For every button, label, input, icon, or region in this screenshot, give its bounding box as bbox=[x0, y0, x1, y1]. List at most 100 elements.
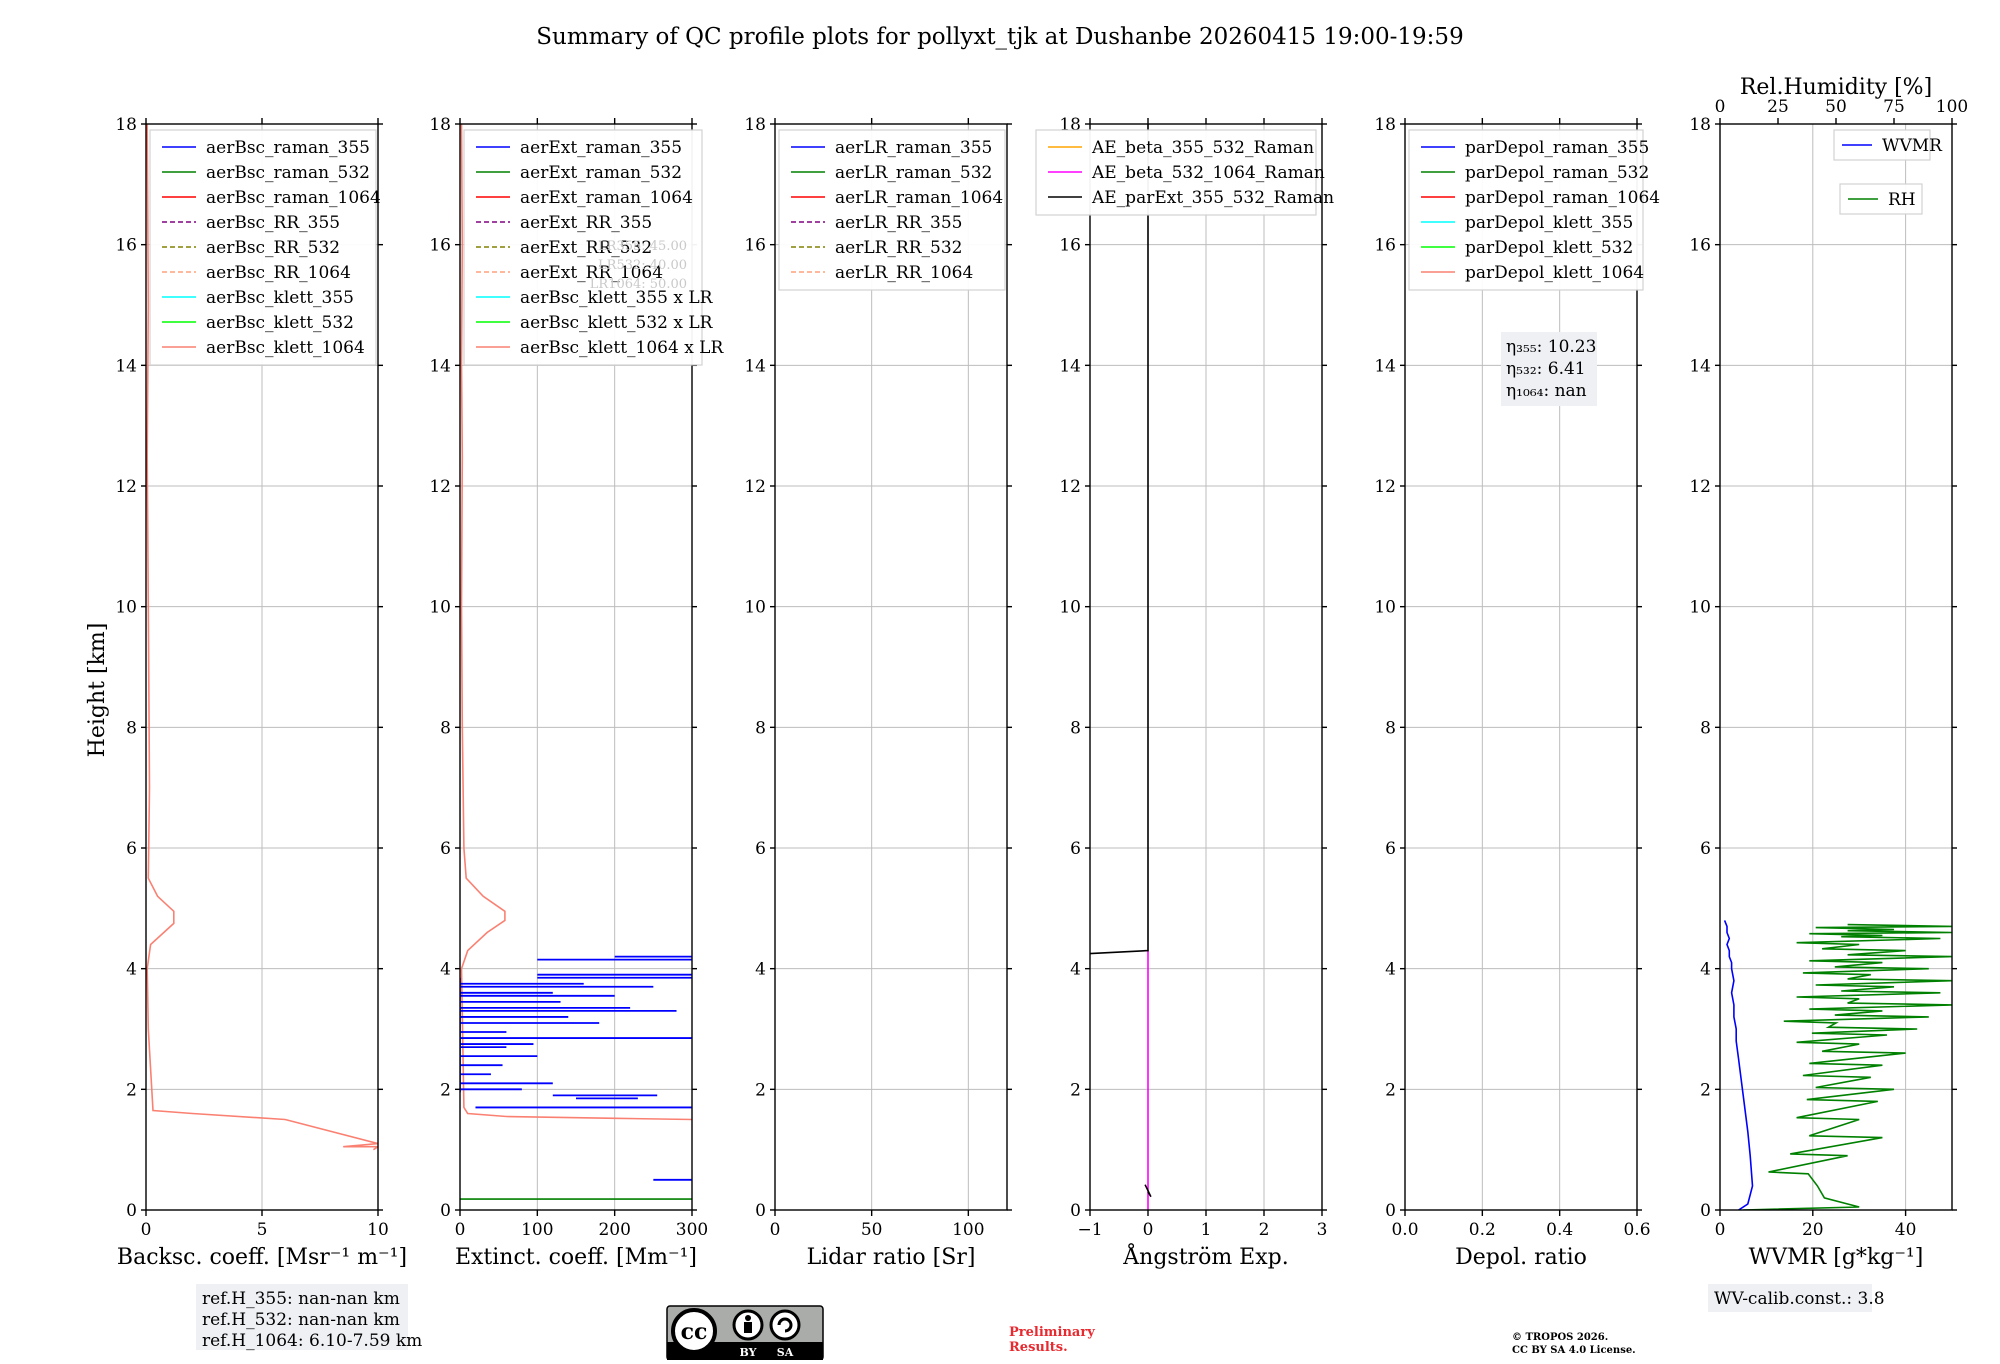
cc-license-badge[interactable]: cc BY SA bbox=[666, 1305, 824, 1361]
depol-eta-box bbox=[1501, 332, 1597, 406]
extinction-ytick-label: 0 bbox=[440, 1201, 451, 1221]
lidar_ratio-ytick-label: 4 bbox=[755, 960, 766, 980]
depol-legend-box bbox=[1408, 129, 1644, 291]
angstrom-xtick-label: 1 bbox=[1201, 1220, 1212, 1240]
wvmr-frame bbox=[1719, 123, 1953, 1211]
angstrom-ytick-label: 16 bbox=[1059, 236, 1081, 256]
lidar_ratio-legend-label: aerLR_raman_532 bbox=[835, 163, 992, 183]
depol-ytick-label: 2 bbox=[1385, 1080, 1396, 1100]
wvmr-ytick-label: 10 bbox=[1689, 598, 1711, 618]
depol-ytick-label: 14 bbox=[1374, 356, 1396, 376]
backscatter-x-axis-label: Backsc. coeff. [Msr⁻¹ m⁻¹] bbox=[117, 1245, 407, 1270]
lidar_ratio-legend-label: aerLR_RR_532 bbox=[835, 238, 962, 258]
backscatter-legend-label: aerBsc_raman_355 bbox=[206, 138, 370, 158]
angstrom-ytick-label: 8 bbox=[1070, 718, 1081, 738]
wvmr-xtick-label: 40 bbox=[1895, 1220, 1917, 1240]
angstrom-ytick-label: 6 bbox=[1070, 839, 1081, 859]
depol-ytick-label: 4 bbox=[1385, 960, 1396, 980]
depol-ytick-label: 18 bbox=[1374, 115, 1396, 135]
backscatter-xtick-label: 5 bbox=[257, 1220, 268, 1240]
lidar_ratio-legend-label: aerLR_RR_1064 bbox=[835, 263, 973, 283]
extinction-legend-label: aerBsc_klett_1064 x LR bbox=[520, 338, 724, 358]
lidar_ratio-frame bbox=[774, 123, 1008, 1211]
wv-calib-bg bbox=[1708, 1284, 1872, 1312]
wvmr-ytick-label: 2 bbox=[1700, 1080, 1711, 1100]
depol-legend-label: parDepol_raman_355 bbox=[1465, 138, 1649, 158]
preliminary-line-2: Results. bbox=[1009, 1340, 1068, 1355]
lidar_ratio-ytick-label: 16 bbox=[744, 236, 766, 256]
lidar_ratio-ytick-label: 10 bbox=[744, 598, 766, 618]
angstrom-legend-box bbox=[1035, 129, 1317, 216]
lidar_ratio-legend-label: aerLR_raman_355 bbox=[835, 138, 992, 158]
backscatter-legend-label: aerBsc_RR_532 bbox=[206, 238, 340, 258]
angstrom-xtick-label: 2 bbox=[1259, 1220, 1270, 1240]
rh-top-tick-label: 75 bbox=[1883, 97, 1905, 117]
panel-backscatter: 0 2 4 6 8 10 12 14 16 18 0 5 10 Backsc. coeff. [Msr⁻¹… bbox=[115, 115, 407, 1270]
depol-ytick-label: 10 bbox=[1374, 598, 1396, 618]
depol-xtick-label: 0.2 bbox=[1469, 1220, 1496, 1240]
figure-title: Summary of QC profile plots for pollyxt_… bbox=[536, 24, 1463, 50]
share-alike-icon bbox=[769, 1309, 801, 1341]
backscatter-legend-label: aerBsc_raman_1064 bbox=[206, 188, 381, 208]
lidar_ratio-xtick-label: 100 bbox=[952, 1220, 984, 1240]
angstrom-ytick-label: 12 bbox=[1059, 477, 1081, 497]
wvmr-ytick-label: 14 bbox=[1689, 356, 1711, 376]
refh-box-bg bbox=[196, 1284, 408, 1350]
lidar_ratio-legend-label: aerLR_raman_1064 bbox=[835, 188, 1003, 208]
extinction-xtick-label: 100 bbox=[521, 1220, 553, 1240]
extinction-ytick-label: 4 bbox=[440, 960, 451, 980]
rh-top-tick-label: 50 bbox=[1825, 97, 1847, 117]
extinction-ytick-label: 6 bbox=[440, 839, 451, 859]
lidar_ratio-xtick-label: 0 bbox=[770, 1220, 781, 1240]
backscatter-ytick-label: 12 bbox=[115, 477, 137, 497]
attribution-icon-head bbox=[745, 1315, 751, 1321]
extinction-legend-label: aerExt_raman_355 bbox=[520, 138, 682, 158]
cc-icon bbox=[671, 1308, 717, 1354]
extinction-ytick-label: 16 bbox=[429, 236, 451, 256]
depol-xtick-label: 0.6 bbox=[1623, 1220, 1650, 1240]
lidar_ratio-legend-box bbox=[778, 129, 1006, 291]
angstrom-ytick-label: 4 bbox=[1070, 960, 1081, 980]
extinction-xtick-label: 200 bbox=[598, 1220, 630, 1240]
depol-ytick-label: 6 bbox=[1385, 839, 1396, 859]
rh-top-tick-label: 100 bbox=[1936, 97, 1968, 117]
rh-top-tick-label: 25 bbox=[1767, 97, 1789, 117]
depol-frame bbox=[1404, 123, 1638, 1211]
lidar_ratio-xtick-label: 50 bbox=[861, 1220, 883, 1240]
depol-ytick-label: 12 bbox=[1374, 477, 1396, 497]
depol-eta-1: η₅₃₂: 6.41 bbox=[1506, 359, 1586, 379]
depol-legend-label: parDepol_raman_532 bbox=[1465, 163, 1649, 183]
attribution-icon-body bbox=[744, 1322, 752, 1333]
backscatter-ytick-label: 8 bbox=[126, 718, 137, 738]
extinction-ytick-label: 2 bbox=[440, 1080, 451, 1100]
backscatter-series-aerBsc_klett_1064 bbox=[146, 124, 378, 1151]
extinction-lr-annotation: LR1064: 50.00 bbox=[590, 277, 687, 292]
depol-xtick-label: 0.0 bbox=[1391, 1220, 1418, 1240]
lidar_ratio-ytick-label: 14 bbox=[744, 356, 766, 376]
wvmr-ytick-label: 12 bbox=[1689, 477, 1711, 497]
preliminary-line-1: Preliminary bbox=[1009, 1325, 1095, 1340]
angstrom-ytick-label: 0 bbox=[1070, 1201, 1081, 1221]
extinction-ytick-label: 8 bbox=[440, 718, 451, 738]
extinction-lr-annotation: LR355: 45.00 bbox=[598, 239, 687, 254]
panel-depol: 0 2 4 6 8 10 12 14 16 18 0.0 0.2 0.4 0.6 Depol. ratio p… bbox=[1374, 115, 1660, 1270]
angstrom-ytick-label: 10 bbox=[1059, 598, 1081, 618]
extinction-legend-label: aerExt_raman_532 bbox=[520, 163, 682, 183]
angstrom-ytick-label: 14 bbox=[1059, 356, 1081, 376]
wvmr-ytick-label: 4 bbox=[1700, 960, 1711, 980]
extinction-x-axis-label: Extinct. coeff. [Mm⁻¹] bbox=[455, 1245, 697, 1270]
wvmr-xtick-label: 0 bbox=[1715, 1220, 1726, 1240]
angstrom-ytick-label: 2 bbox=[1070, 1080, 1081, 1100]
extinction-legend-label: aerExt_RR_532 bbox=[520, 238, 652, 258]
extinction-legend-label: aerBsc_klett_355 x LR bbox=[520, 288, 714, 308]
extinction-lr-annotation: LR532: 40.00 bbox=[598, 258, 687, 273]
depol-xtick-label: 0.4 bbox=[1546, 1220, 1573, 1240]
extinction-legend-label: aerExt_RR_1064 bbox=[520, 263, 663, 283]
extinction-legend-label: aerExt_RR_355 bbox=[520, 213, 652, 233]
depol-legend-label: parDepol_klett_355 bbox=[1465, 213, 1633, 233]
extinction-legend-label: aerExt_raman_1064 bbox=[520, 188, 693, 208]
backscatter-ytick-label: 2 bbox=[126, 1080, 137, 1100]
